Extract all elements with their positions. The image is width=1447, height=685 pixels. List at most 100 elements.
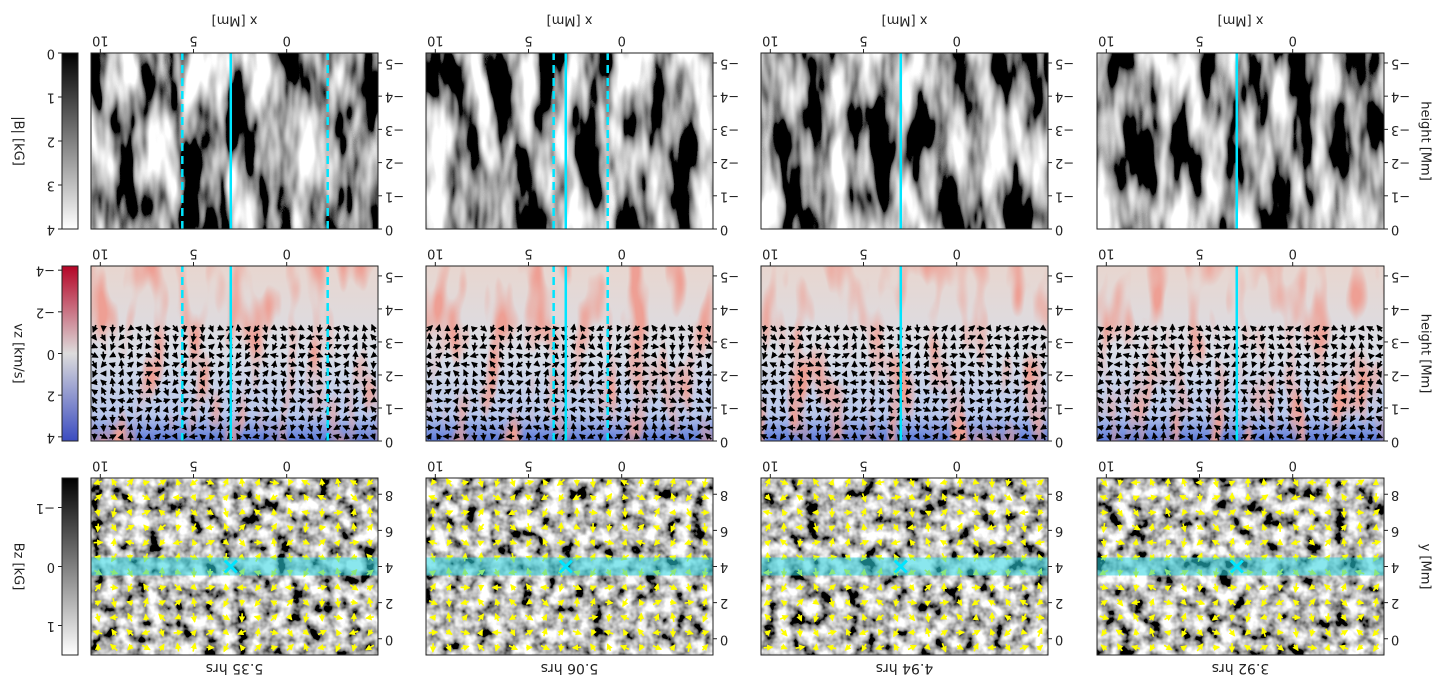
colorbar-tick-label: 2 bbox=[47, 134, 55, 149]
quiver-arrow bbox=[603, 629, 614, 636]
colorbar-tick-label: 4 bbox=[47, 222, 55, 237]
quiver-arrow bbox=[1005, 524, 1012, 532]
quiver-arrow bbox=[92, 629, 103, 636]
quiver-arrow bbox=[780, 643, 788, 650]
quiver-arrow bbox=[826, 644, 837, 651]
quiver-arrow bbox=[163, 342, 170, 352]
quiver-arrow bbox=[1213, 414, 1221, 422]
quiver-arrow bbox=[1099, 495, 1108, 502]
y-tick-label: 4 bbox=[720, 559, 728, 574]
quiver-arrow bbox=[494, 612, 501, 622]
x-tick-label: 5 bbox=[524, 246, 532, 261]
quiver-arrow bbox=[1292, 582, 1300, 593]
quiver-arrow bbox=[705, 378, 712, 388]
quiver-arrow bbox=[1100, 599, 1108, 607]
y-tick-label: −2 bbox=[720, 155, 739, 170]
quiver-arrow bbox=[779, 388, 786, 396]
quiver-arrow bbox=[445, 643, 452, 652]
quiver-arrow bbox=[461, 614, 468, 622]
quiver-arrow bbox=[653, 583, 660, 592]
quiver-arrow bbox=[1180, 523, 1187, 533]
quiver-arrow bbox=[924, 522, 932, 532]
quiver-arrow bbox=[1019, 644, 1030, 651]
quiver-arrow bbox=[637, 523, 645, 531]
quiver-arrow bbox=[621, 493, 629, 501]
quiver-arrow bbox=[572, 629, 583, 636]
quiver-arrow bbox=[924, 493, 932, 502]
quiver-arrow bbox=[223, 598, 230, 608]
quiver-arrow bbox=[876, 523, 884, 532]
quiver-arrow bbox=[832, 370, 842, 377]
quiver-arrow bbox=[876, 507, 883, 517]
y-tick-label: 8 bbox=[720, 487, 728, 502]
quiver-arrow bbox=[1022, 583, 1028, 592]
quiver-arrow bbox=[1275, 599, 1285, 606]
y-tick-label: −4 bbox=[385, 89, 404, 104]
quiver-arrow bbox=[1179, 494, 1189, 501]
y-tick-label: −5 bbox=[1055, 55, 1074, 70]
quiver-arrow bbox=[1274, 509, 1285, 516]
quiver-arrow bbox=[637, 612, 645, 622]
colorbar-tick-label: 3 bbox=[47, 178, 55, 193]
quiver-arrow bbox=[638, 643, 645, 652]
quiver-arrow bbox=[764, 493, 771, 501]
y-tick-label: −5 bbox=[385, 268, 404, 283]
quiver-arrow bbox=[652, 644, 663, 651]
quiver-arrow bbox=[158, 643, 165, 652]
slice-marker bbox=[1229, 559, 1244, 574]
quiver-arrow bbox=[1164, 585, 1172, 592]
y-tick-label: 4 bbox=[385, 559, 393, 574]
quiver-arrow bbox=[351, 644, 358, 652]
quiver-arrow bbox=[1355, 479, 1365, 486]
quiver-arrow bbox=[1037, 523, 1044, 533]
quiver-arrow bbox=[494, 509, 501, 517]
quiver-arrow bbox=[1021, 405, 1029, 413]
x-tick-label: 5 bbox=[1195, 246, 1203, 261]
slice-band bbox=[426, 557, 713, 576]
quiver-arrow bbox=[239, 599, 246, 607]
quiver-arrow bbox=[1366, 361, 1374, 368]
quiver-arrow bbox=[367, 597, 374, 608]
slice-marker bbox=[893, 559, 908, 574]
quiver-arrow bbox=[1358, 396, 1365, 406]
quiver-arrow bbox=[217, 370, 225, 378]
quiver-arrow bbox=[1100, 644, 1108, 652]
quiver-arrow bbox=[1181, 628, 1188, 638]
quiver-arrow bbox=[958, 370, 966, 378]
quiver-arrow bbox=[653, 539, 661, 546]
quiver-arrow bbox=[477, 523, 485, 532]
quiver-arrow bbox=[1164, 494, 1171, 502]
quiver-arrow bbox=[1331, 361, 1339, 368]
quiver-arrow bbox=[173, 629, 184, 636]
quiver-arrow bbox=[623, 360, 631, 368]
quiver-arrow bbox=[1228, 480, 1236, 487]
quiver-arrow bbox=[1324, 598, 1332, 605]
quiver-arrow bbox=[589, 539, 596, 547]
quiver-arrow bbox=[1212, 523, 1220, 532]
colorbar-tick-label: 1 bbox=[47, 90, 55, 105]
quiver-arrow bbox=[589, 478, 597, 488]
quiver-arrow bbox=[270, 644, 279, 652]
quiver-arrow bbox=[111, 628, 118, 636]
quiver-arrow bbox=[972, 538, 979, 548]
quiver-arrow bbox=[571, 644, 582, 651]
quiver-arrow bbox=[685, 493, 693, 502]
x-tick-label: 10 bbox=[1098, 33, 1115, 48]
quiver-arrow bbox=[1211, 495, 1221, 501]
quiver-arrow bbox=[136, 397, 144, 405]
colorbar-label: vz [km/s] bbox=[11, 323, 26, 383]
quiver-arrow bbox=[1374, 352, 1384, 359]
quiver-arrow bbox=[509, 629, 516, 637]
y-tick-label: 0 bbox=[1391, 434, 1399, 449]
quiver-arrow bbox=[334, 522, 342, 532]
quiver-arrow bbox=[909, 539, 916, 547]
quiver-arrow bbox=[235, 323, 242, 333]
quiver-arrow bbox=[685, 480, 693, 487]
quiver-arrow bbox=[694, 433, 704, 440]
quiver-arrow bbox=[1276, 644, 1285, 651]
quiver-arrow bbox=[813, 613, 820, 623]
quiver-arrow bbox=[1034, 539, 1045, 546]
quiver-arrow bbox=[516, 396, 523, 404]
quiver-arrow bbox=[827, 494, 836, 501]
quiver-arrow bbox=[925, 537, 932, 547]
